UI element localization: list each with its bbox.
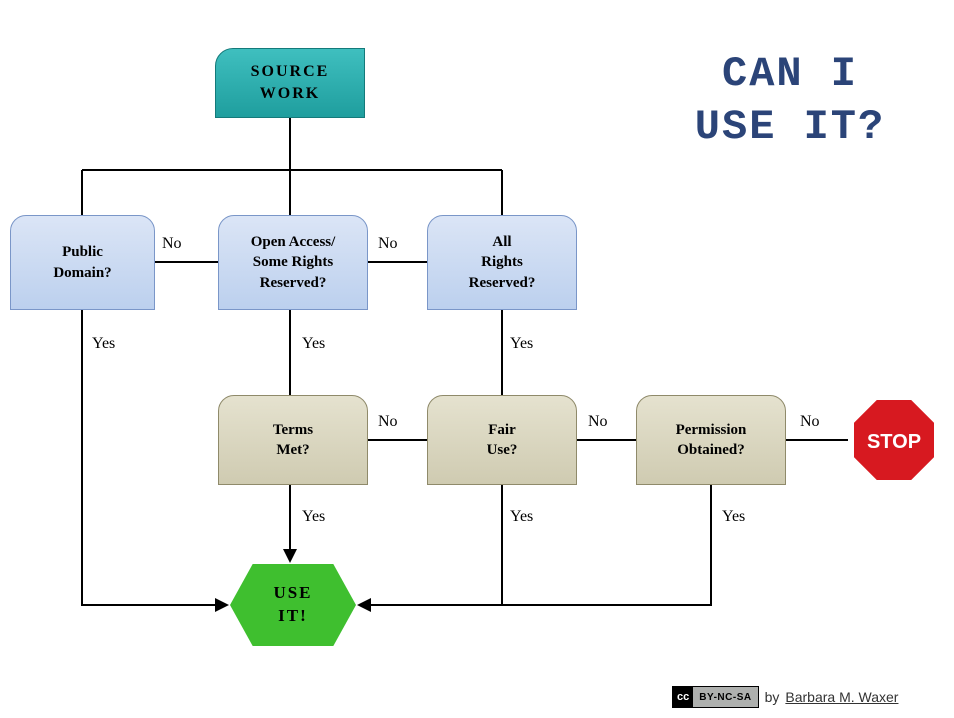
node-open-access-label: Open Access/Some RightsReserved? — [251, 232, 336, 293]
node-source: SOURCEWORK — [215, 48, 365, 118]
edge-label-pd-no: No — [162, 235, 182, 253]
cc-logo: cc — [673, 687, 693, 707]
edge-label-oa-no: No — [378, 235, 398, 253]
edge-label-pd-yes: Yes — [92, 335, 115, 353]
credit-by: by — [765, 689, 780, 705]
node-fair-use: FairUse? — [427, 395, 577, 485]
edge-label-tm-yes: Yes — [302, 508, 325, 526]
title-text: CAN IUSE IT? — [695, 50, 885, 151]
diagram-title: CAN IUSE IT? — [640, 48, 940, 153]
node-use-it: USEIT! — [230, 564, 356, 646]
credit-line: cc BY-NC-SA by Barbara M. Waxer — [672, 686, 898, 708]
node-public-domain: PublicDomain? — [10, 215, 155, 310]
node-source-label: SOURCEWORK — [251, 61, 330, 104]
edge-label-fu-no: No — [588, 413, 608, 431]
edge-label-tm-no: No — [378, 413, 398, 431]
stop-sign: STOP — [850, 396, 938, 489]
cc-badge: cc BY-NC-SA — [672, 686, 759, 708]
credit-author-link[interactable]: Barbara M. Waxer — [785, 689, 898, 705]
node-all-rights-label: AllRightsReserved? — [469, 232, 536, 293]
edge-label-oa-yes: Yes — [302, 335, 325, 353]
node-use-it-label: USEIT! — [273, 582, 312, 628]
edge-label-fu-yes: Yes — [510, 508, 533, 526]
node-public-domain-label: PublicDomain? — [53, 242, 111, 283]
node-terms-met: TermsMet? — [218, 395, 368, 485]
cc-terms: BY-NC-SA — [693, 692, 757, 703]
node-open-access: Open Access/Some RightsReserved? — [218, 215, 368, 310]
edge-label-ar-yes: Yes — [510, 335, 533, 353]
edge-label-perm-yes: Yes — [722, 508, 745, 526]
node-all-rights: AllRightsReserved? — [427, 215, 577, 310]
stop-label: STOP — [867, 431, 921, 453]
node-permission-label: PermissionObtained? — [676, 420, 747, 461]
node-permission: PermissionObtained? — [636, 395, 786, 485]
node-terms-met-label: TermsMet? — [273, 420, 313, 461]
edge-label-perm-no: No — [800, 413, 820, 431]
node-fair-use-label: FairUse? — [487, 420, 518, 461]
